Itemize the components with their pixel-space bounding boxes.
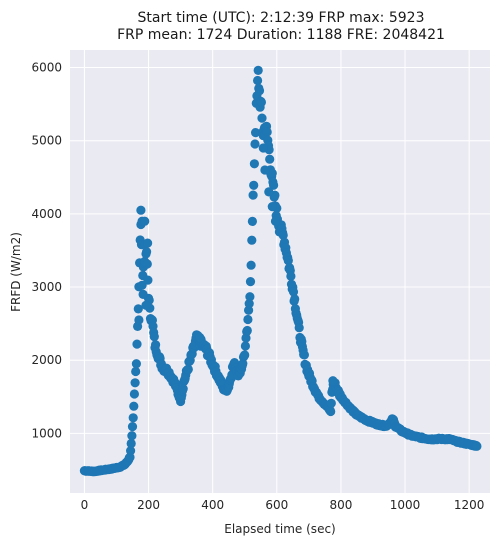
data-point [138,289,148,299]
data-point [246,260,256,270]
data-point [257,113,267,123]
data-point [264,187,274,197]
data-point [286,271,296,281]
data-point [267,202,277,212]
data-point [195,332,205,343]
data-point [248,190,258,200]
data-point [151,340,161,350]
y-tick-label: 5000 [31,134,62,148]
data-point [143,238,153,248]
data-point [294,323,304,333]
x-tick-label: 800 [329,498,352,512]
data-point [262,127,272,137]
chart-title-line-2: FRP mean: 1724 Duration: 1188 FRE: 20484… [117,27,445,43]
data-point [142,247,152,257]
data-point [149,332,159,342]
data-point [244,305,254,315]
data-point [178,384,188,394]
data-point [142,259,152,269]
x-tick-label: 600 [265,498,288,512]
data-point [256,97,266,107]
x-tick-label: 1000 [390,498,421,512]
data-point [249,159,259,169]
data-point [288,287,299,297]
data-point [240,341,250,351]
y-tick-label: 4000 [31,207,62,221]
data-point [269,180,279,190]
data-point [251,128,261,138]
data-point [131,359,141,369]
data-point [258,143,268,153]
data-point [129,401,139,411]
data-point [254,86,265,96]
data-point [245,292,255,302]
data-point [131,366,141,377]
data-point [127,422,138,432]
data-point [245,277,256,287]
x-tick-label: 400 [201,498,224,512]
chart-title-line-1: Start time (UTC): 2:12:39 FRP max: 5923 [138,10,425,26]
y-tick-label: 1000 [31,426,62,440]
data-point [290,294,300,304]
y-tick-label: 2000 [31,353,62,367]
x-tick-label: 1200 [454,498,485,512]
data-point [328,376,338,386]
data-point [283,256,293,266]
data-point [243,314,253,325]
plot-background [70,50,490,493]
x-axis-label: Elapsed time (sec) [224,522,335,536]
data-point [240,350,250,360]
data-point [278,230,288,240]
y-axis-label: FRFD (W/m2) [9,232,23,312]
data-point [326,406,336,417]
data-point [130,378,140,388]
data-point [270,216,281,226]
data-point [247,216,257,226]
data-point [140,216,150,226]
data-point [132,339,142,349]
data-point [141,300,151,310]
data-point [265,154,275,164]
data-point [183,364,193,374]
data-point [299,350,309,360]
data-point [143,275,153,285]
data-point [249,180,259,190]
y-tick-labels: 1000 2000 3000 4000 5000 6000 [31,61,62,441]
x-tick-label: 200 [137,498,160,512]
data-point [126,438,136,449]
data-point [126,446,136,456]
data-point [326,398,336,408]
data-point [129,389,139,399]
data-point [253,65,263,75]
data-point [134,315,144,325]
data-point [136,205,146,215]
x-tick-label: 0 [81,498,89,512]
data-point [472,441,482,451]
data-point [133,304,143,314]
data-point [260,165,270,175]
data-point [250,139,260,149]
data-point [247,235,257,245]
data-point [267,168,277,178]
data-point [242,325,252,336]
data-point [127,431,137,441]
y-tick-label: 6000 [31,61,62,75]
data-point [244,299,254,309]
x-tick-labels: 0 200 400 600 800 1000 1200 [81,498,485,512]
data-points [79,65,482,477]
data-point [253,75,263,86]
data-point [128,413,138,423]
y-tick-label: 3000 [31,280,62,294]
